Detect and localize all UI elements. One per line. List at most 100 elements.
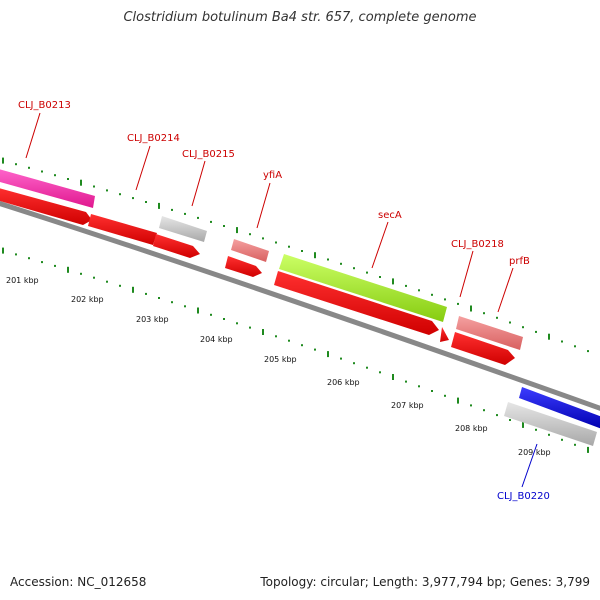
minor-tick bbox=[197, 216, 199, 219]
minor-tick bbox=[145, 292, 147, 295]
minor-tick bbox=[80, 272, 82, 275]
kbp-label-209: 209 kbp bbox=[518, 448, 551, 457]
gene-prfb-arrow[interactable] bbox=[451, 332, 515, 365]
label-clj-b0220[interactable]: CLJ_B0220 bbox=[497, 491, 550, 502]
minor-tick bbox=[41, 261, 43, 264]
gene-yfia-feature[interactable] bbox=[231, 239, 269, 262]
minor-tick bbox=[93, 276, 95, 279]
minor-tick bbox=[184, 305, 186, 308]
minor-tick bbox=[418, 385, 420, 388]
label-clj-b0213[interactable]: CLJ_B0213 bbox=[18, 100, 71, 111]
minor-tick bbox=[353, 362, 355, 365]
minor-tick bbox=[431, 390, 433, 392]
label-clj-b0214[interactable]: CLJ_B0214 bbox=[127, 133, 180, 144]
minor-tick bbox=[236, 322, 238, 325]
minor-tick bbox=[314, 348, 316, 351]
minor-tick bbox=[223, 225, 225, 227]
genome-stats: Topology: circular; Length: 3,977,794 bp… bbox=[260, 575, 590, 589]
major-tick bbox=[457, 397, 459, 404]
minor-tick bbox=[54, 174, 56, 177]
kbp-labels: 201 kbp 202 kbp 203 kbp 204 kbp 205 kbp … bbox=[6, 276, 551, 457]
major-tick bbox=[392, 278, 394, 285]
gene-seca-arrow[interactable] bbox=[274, 271, 439, 335]
minor-tick bbox=[301, 250, 303, 252]
minor-tick bbox=[15, 163, 17, 166]
major-tick bbox=[132, 286, 134, 293]
gene-clj-b0215-feature[interactable] bbox=[159, 216, 207, 242]
minor-tick bbox=[249, 326, 251, 329]
minor-tick bbox=[457, 302, 459, 305]
minor-tick bbox=[379, 371, 381, 374]
gene-clj-b0215-arrow[interactable] bbox=[153, 234, 200, 258]
gene-prfb-feature[interactable] bbox=[456, 316, 523, 350]
gene-clj-b0220-gray[interactable] bbox=[504, 402, 597, 446]
kbp-label-206: 206 kbp bbox=[327, 378, 360, 387]
minor-tick bbox=[444, 298, 446, 301]
minor-tick bbox=[288, 245, 290, 248]
label-clj-b0218[interactable]: CLJ_B0218 bbox=[451, 239, 504, 250]
gene-yfia-arrow[interactable] bbox=[225, 256, 262, 277]
major-tick bbox=[80, 179, 82, 186]
gene-labels: CLJ_B0213 CLJ_B0214 CLJ_B0215 yfiA secA … bbox=[18, 100, 550, 502]
minor-tick bbox=[496, 414, 498, 417]
minor-tick bbox=[379, 276, 381, 278]
minor-tick bbox=[340, 262, 342, 265]
major-tick bbox=[314, 252, 316, 259]
minor-tick bbox=[28, 166, 30, 169]
minor-tick bbox=[535, 330, 537, 333]
gene-clj-b0220-feature[interactable] bbox=[519, 387, 600, 429]
minor-tick bbox=[223, 318, 225, 320]
minor-tick bbox=[106, 189, 108, 192]
minor-tick bbox=[509, 321, 511, 324]
tick-marks bbox=[2, 157, 589, 453]
map-title: Clostridium botulinum Ba4 str. 657, comp… bbox=[123, 10, 477, 25]
minor-tick bbox=[535, 428, 537, 431]
minor-tick bbox=[184, 212, 186, 215]
gene-seca-feature[interactable] bbox=[279, 254, 447, 322]
minor-tick bbox=[93, 185, 95, 188]
minor-tick bbox=[405, 380, 407, 383]
minor-tick bbox=[327, 258, 329, 261]
major-tick bbox=[2, 157, 4, 164]
major-tick bbox=[548, 333, 550, 340]
major-tick bbox=[470, 305, 472, 312]
genome-backbone bbox=[0, 200, 600, 411]
kbp-label-201: 201 kbp bbox=[6, 276, 39, 285]
major-tick bbox=[236, 227, 238, 234]
minor-tick bbox=[418, 289, 420, 292]
minor-tick bbox=[15, 253, 17, 256]
minor-tick bbox=[366, 271, 368, 274]
accession-text: Accession: NC_012658 bbox=[10, 575, 147, 589]
minor-tick bbox=[561, 438, 563, 441]
minor-tick bbox=[444, 394, 446, 397]
gene-clj-b0213[interactable] bbox=[0, 168, 95, 208]
kbp-label-207: 207 kbp bbox=[391, 401, 424, 410]
gene-clj-b0214[interactable] bbox=[88, 214, 157, 245]
label-clj-b0215[interactable]: CLJ_B0215 bbox=[182, 149, 235, 160]
major-tick bbox=[158, 202, 160, 209]
kbp-label-202: 202 kbp bbox=[71, 295, 104, 304]
gene-clj-b0218-arrow[interactable] bbox=[440, 327, 449, 342]
label-prfb[interactable]: prfB bbox=[509, 256, 530, 267]
major-tick bbox=[197, 307, 199, 314]
minor-tick bbox=[405, 284, 407, 287]
minor-tick bbox=[587, 350, 589, 353]
major-tick bbox=[392, 374, 394, 380]
minor-tick bbox=[106, 280, 108, 283]
minor-tick bbox=[262, 237, 264, 240]
label-yfia[interactable]: yfiA bbox=[263, 170, 282, 181]
minor-tick bbox=[171, 208, 173, 211]
minor-tick bbox=[275, 241, 277, 244]
minor-tick bbox=[145, 201, 147, 203]
minor-tick bbox=[28, 257, 30, 260]
kbp-label-205: 205 kbp bbox=[264, 355, 297, 364]
label-seca[interactable]: secA bbox=[378, 210, 402, 221]
gene-clj-b0214-arrow[interactable] bbox=[0, 187, 92, 225]
kbp-label-208: 208 kbp bbox=[455, 424, 488, 433]
minor-tick bbox=[353, 267, 355, 270]
minor-tick bbox=[496, 316, 498, 319]
minor-tick bbox=[288, 339, 290, 342]
major-tick bbox=[587, 446, 589, 453]
label-leaders bbox=[25, 112, 538, 488]
